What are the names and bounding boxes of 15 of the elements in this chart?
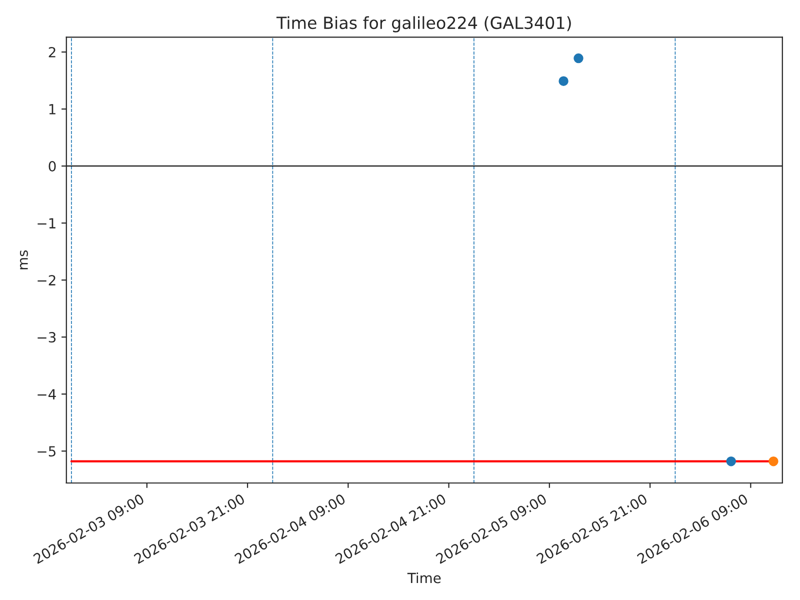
point (574, 53, 584, 64)
y-tick-label: −1 (38, 218, 56, 228)
y-tick-label: −2 (38, 275, 56, 286)
point (726, 456, 736, 466)
point (558, 76, 568, 86)
y-tick-label: 2 (48, 46, 56, 58)
y-tick-label: −4 (38, 389, 56, 400)
point (768, 456, 778, 466)
chart-title: Time Bias for galileo224 (GAL3401) (276, 16, 571, 32)
y-tick-label: −3 (38, 332, 56, 343)
x-axis-title: Time (407, 572, 441, 584)
y-axis-title: ms (20, 250, 28, 270)
y-tick-label: −5 (38, 446, 56, 457)
y-tick-label: 1 (49, 104, 56, 114)
y-tick-label: 0 (48, 161, 56, 172)
